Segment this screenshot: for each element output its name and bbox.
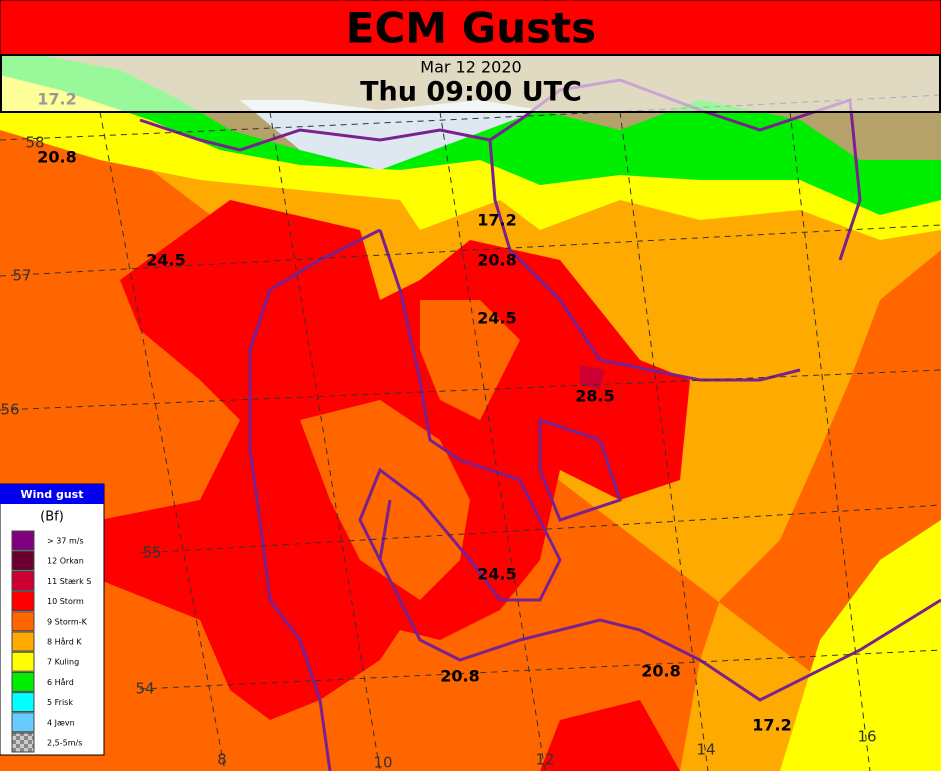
legend-swatch (11, 631, 35, 652)
longitude-label: 10 (373, 754, 392, 771)
date: Mar 12 2020 (420, 58, 521, 77)
contour-label: 17.2 (752, 716, 791, 735)
info-box (0, 54, 941, 113)
contour-label: 20.8 (440, 667, 479, 686)
legend-swatch (11, 530, 35, 551)
latitude-label: 55 (142, 544, 161, 562)
contour-label: 17.2 (477, 211, 516, 230)
contour-label: 24.5 (477, 309, 516, 328)
longitude-label: 16 (857, 728, 876, 746)
contour-label: 28.5 (575, 387, 614, 406)
legend-swatch (11, 651, 35, 672)
legend-swatch (11, 692, 35, 713)
legend-swatch (11, 732, 35, 753)
legend-swatch (11, 550, 35, 571)
legend-label: 4 Jævn (47, 718, 75, 727)
legend-label: 7 Kuling (47, 658, 79, 667)
legend-label: 10 Storm (47, 597, 84, 606)
legend-swatch (11, 570, 35, 591)
time: Thu 09:00 UTC (360, 77, 582, 108)
legend-label: 6 Hård (47, 677, 74, 687)
longitude-label: 12 (535, 751, 554, 769)
latitude-label: 58 (25, 134, 44, 152)
contour-label: 20.8 (641, 662, 680, 681)
legend-label: 12 Orkan (47, 557, 84, 566)
contour-label: 24.5 (477, 565, 516, 584)
longitude-label: 14 (696, 741, 715, 759)
legend-label: 8 Hård K (47, 637, 82, 647)
longitude-label: 8 (217, 751, 227, 769)
contour-label: 20.8 (37, 148, 76, 167)
title: ECM Gusts (346, 4, 596, 53)
legend-swatch (11, 671, 35, 692)
legend-swatch (11, 611, 35, 632)
labels: 20.8 17.2 24.5 17.2 20.8 24.5 28.5 24.5 20.8 20.8… (0, 90, 876, 771)
legend-label: 5 Frisk (47, 698, 73, 707)
contour-label: 24.5 (146, 251, 185, 270)
legend-swatch (11, 712, 35, 733)
latitude-label: 54 (135, 680, 154, 698)
legend: Wind gust (Bf) > 37 m/s 12 Orkan 11 Stærk … (0, 483, 105, 756)
legend-label: 9 Storm-K (47, 617, 88, 626)
title-banner (0, 0, 941, 56)
legend-swatch (11, 591, 35, 612)
legend-label: 11 Stærk S (47, 577, 91, 586)
legend-label: > 37 m/s (47, 537, 84, 546)
latitude-label: 57 (12, 267, 31, 285)
legend-title: Wind gust (21, 488, 84, 501)
legend-label: 2,5-5m/s (47, 739, 82, 748)
legend-unit: (Bf) (40, 510, 64, 525)
contour-label: 20.8 (477, 251, 516, 270)
latitude-label: 56 (0, 401, 19, 419)
